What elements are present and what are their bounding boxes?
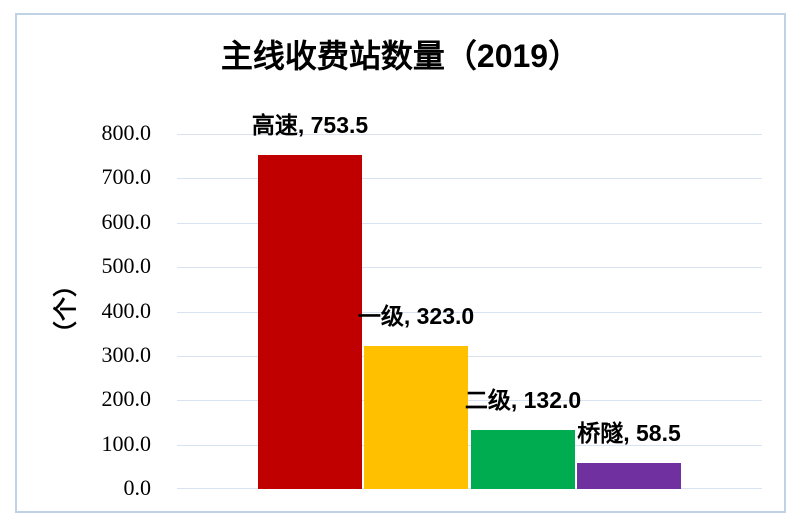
plot-area: 高速, 753.5 一级, 323.0 二级, 132.0 桥隧, 58.5	[177, 112, 762, 489]
data-label-3-二级: 二级, 132.0	[464, 387, 582, 413]
chart-title: 主线收费站数量（2019）	[220, 38, 581, 74]
bar-2-一级	[364, 346, 468, 489]
y-tick-label-600: 600.0	[101, 209, 152, 234]
y-tick-label-100: 100.0	[101, 431, 152, 456]
data-label-4-桥隧: 桥隧, 58.5	[577, 420, 681, 446]
gridline-500	[177, 267, 762, 268]
data-label-1-高速: 高速, 753.5	[251, 112, 369, 138]
gridline-0	[177, 488, 762, 489]
y-tick-label-800: 800.0	[101, 120, 152, 145]
bar-4-桥隧	[577, 463, 681, 489]
y-tick-label-500: 500.0	[101, 253, 152, 278]
bar-1-高速	[258, 155, 362, 489]
bar-3-二级	[471, 430, 575, 489]
gridline-200	[177, 400, 762, 401]
y-tick-label-400: 400.0	[101, 298, 152, 323]
y-tick-label-200: 200.0	[101, 386, 152, 411]
y-tick-label-0: 0.0	[123, 475, 152, 500]
gridline-400	[177, 312, 762, 313]
gridline-700	[177, 178, 762, 179]
y-tick-label-700: 700.0	[101, 164, 152, 189]
chart-area: 主线收费站数量（2019） （个） 0.0 100.0 200.0 300.0 400.…	[15, 13, 786, 513]
gridline-800	[177, 134, 762, 135]
y-tick-label-300: 300.0	[101, 342, 152, 367]
gridline-600	[177, 223, 762, 224]
data-label-2-一级: 一级, 323.0	[357, 303, 475, 329]
gridline-100	[177, 445, 762, 446]
gridline-300	[177, 356, 762, 357]
